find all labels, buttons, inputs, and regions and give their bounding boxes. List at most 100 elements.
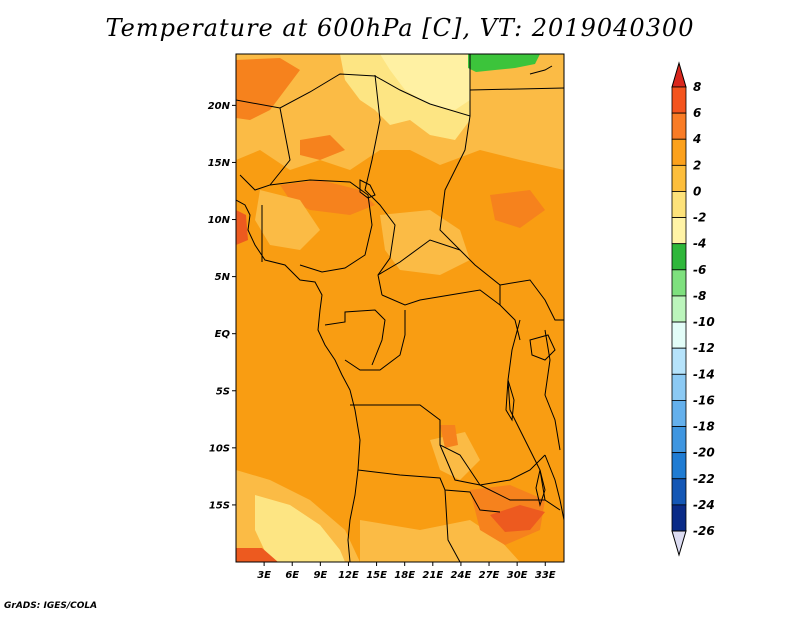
grads-credit: GrADS: IGES/COLA — [4, 601, 98, 611]
colorbar-label: -4 — [693, 237, 706, 251]
field-coast-red — [236, 210, 248, 245]
lon-label: 12E — [338, 570, 359, 581]
colorbar-label: 4 — [692, 132, 701, 146]
border-congo — [381, 289, 521, 341]
border-egypt-sudan — [469, 87, 564, 91]
field-north-palest — [380, 54, 470, 110]
lat-label: 10S — [209, 443, 230, 454]
field-south-red-2 — [490, 505, 545, 532]
border-uganda-kenya — [499, 279, 564, 321]
field-east-warm-2 — [440, 425, 458, 448]
lat-label: 20N — [208, 101, 231, 112]
colorbar-label: -20 — [693, 446, 715, 460]
border-zambia — [439, 444, 546, 486]
field-east-light — [430, 432, 480, 480]
lat-label: 10N — [208, 215, 231, 226]
colorbar-segment — [671, 191, 687, 218]
colorbar-segment — [671, 112, 687, 140]
colorbar-segment — [671, 138, 687, 166]
border-lake-chad — [359, 179, 376, 199]
lat-label: 15N — [208, 158, 231, 169]
lon-label: 9E — [313, 570, 327, 581]
field-central-light — [380, 210, 470, 275]
colorbar-label: -26 — [693, 524, 715, 538]
colorbar-label: -10 — [693, 315, 715, 329]
colorbar-segment — [671, 217, 687, 245]
field-south-red — [236, 548, 278, 562]
colorbar-segment — [671, 478, 687, 506]
border-red-sea — [529, 65, 553, 75]
colorbar-segment — [671, 504, 687, 532]
lon-label: 21E — [422, 570, 443, 581]
lon-label: 18E — [394, 570, 415, 581]
colorbar-label: -8 — [693, 289, 706, 303]
border-niger-mali — [239, 107, 291, 191]
border-botswana — [444, 489, 461, 562]
border-lake-tanganyika — [505, 379, 515, 422]
colorbar-label: 0 — [693, 184, 701, 198]
border-sudan — [439, 115, 501, 305]
longitude-labels: 3E 6E 9E 12E 15E 18E 21E 24E 27E 30E 33E — [257, 570, 556, 581]
border-east-rift — [507, 319, 546, 501]
colorbar-segment — [671, 400, 687, 427]
colorbar-segment — [671, 321, 687, 349]
colorbar-top-cap — [671, 61, 687, 88]
lon-label: 3E — [257, 570, 271, 581]
lat-label: 5S — [216, 386, 230, 397]
lon-label: 24E — [451, 570, 472, 581]
lon-label: 6E — [285, 570, 299, 581]
lat-label: 5N — [215, 272, 231, 283]
field-green-patch — [468, 54, 540, 72]
colorbar-segment — [671, 295, 687, 323]
colorbar-label: -18 — [693, 420, 715, 434]
colorbar-segment — [671, 426, 687, 454]
border-mozambique — [544, 454, 564, 521]
border-angola — [350, 404, 481, 486]
field-south-west-pale — [255, 495, 345, 562]
colorbar-label: 6 — [693, 106, 701, 120]
lat-label: EQ — [215, 329, 231, 340]
map-title: Temperature at 600hPa [C], VT: 201904030… — [105, 14, 695, 42]
border-west-coast — [236, 199, 361, 562]
lon-label: 27E — [479, 570, 500, 581]
colorbar-segment — [671, 347, 687, 375]
colorbar-segment — [671, 269, 687, 297]
border-nigeria — [269, 179, 373, 273]
border-lake-victoria — [529, 334, 556, 361]
field-east-warm — [490, 190, 545, 228]
colorbar-label: -22 — [693, 472, 715, 486]
temperature-field — [236, 54, 564, 562]
country-borders — [236, 54, 564, 562]
colorbar-label: -16 — [693, 393, 715, 407]
border-east-lakes — [544, 329, 561, 451]
field-south-central-light — [360, 520, 520, 562]
border-chad — [364, 74, 396, 296]
colorbar-label: 2 — [693, 158, 701, 172]
colorbar-segment — [671, 164, 687, 192]
colorbar: 8 6 4 2 0 -2 -4 -6 -8 -10 -12 -14 -16 -18 -20 -22 -24 -26 — [671, 61, 715, 557]
lon-label: 30E — [507, 570, 528, 581]
field-west-light — [255, 190, 320, 250]
colorbar-label: -14 — [693, 367, 715, 381]
colorbar-segment — [671, 452, 687, 480]
axis-ticks — [232, 104, 546, 566]
lon-label: 33E — [535, 570, 556, 581]
lon-label: 15E — [366, 570, 387, 581]
field-west-warm — [236, 58, 300, 120]
colorbar-label: -12 — [693, 341, 715, 355]
border-car — [377, 239, 461, 276]
border-lake-malawi — [535, 469, 546, 507]
latitude-labels: 20N 15N 10N 5N EQ 5S 10S 15S — [208, 101, 231, 512]
border-drc-west — [344, 310, 406, 371]
lat-label: 15S — [209, 500, 230, 511]
colorbar-segment — [671, 86, 687, 114]
colorbar-label: -2 — [693, 211, 706, 225]
colorbar-label: -6 — [693, 263, 706, 277]
colorbar-label: 8 — [693, 80, 701, 94]
colorbar-segment — [671, 243, 687, 271]
colorbar-bottom-cap — [671, 530, 687, 557]
colorbar-label: -24 — [693, 498, 715, 512]
border-cameroon-gabon — [324, 309, 386, 366]
colorbar-segment — [671, 373, 687, 401]
